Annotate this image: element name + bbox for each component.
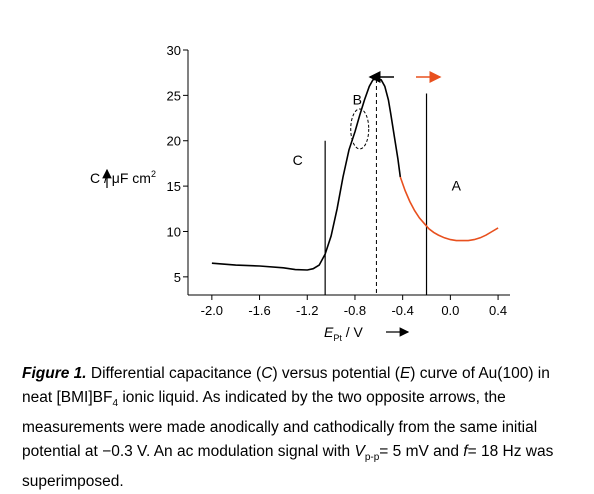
- region-label-b: B: [353, 91, 362, 107]
- region-label-a: A: [452, 178, 462, 194]
- x-axis-title: EPt / V: [324, 324, 410, 343]
- y-tick-label: 5: [174, 270, 181, 285]
- x-tick-label: 0.0: [441, 303, 459, 318]
- cathodic-curve: [211, 78, 402, 271]
- x-tick-label: 0.4: [489, 303, 507, 318]
- x-tick-label: -2.0: [201, 303, 223, 318]
- x-axis-label: EPt / V: [324, 324, 364, 343]
- y-axis-label: C / μF cm2: [90, 169, 156, 186]
- y-tick-label: 15: [167, 179, 181, 194]
- anodic-curve: [399, 176, 499, 242]
- y-tick-label: 20: [167, 134, 181, 149]
- x-tick-label: -0.4: [391, 303, 413, 318]
- y-tick-label: 25: [167, 88, 181, 103]
- highlight-ellipse: [350, 108, 370, 150]
- capacitance-chart: 5 10 15 20 25 30 -2.0 -1.6 -1.2 -0.8 -0.4 0.0 0.4 C B A…: [90, 43, 510, 343]
- x-tick-label: -1.2: [296, 303, 318, 318]
- region-label-c: C: [293, 152, 303, 168]
- figure-label: Figure 1.: [22, 365, 87, 382]
- y-tick-label: 10: [167, 224, 181, 239]
- y-tick-label: 30: [167, 43, 181, 58]
- figure-caption: Figure 1. Differential capacitance (C) v…: [22, 365, 554, 491]
- y-axis-title: C / μF cm2: [90, 168, 156, 188]
- x-tick-label: -1.6: [248, 303, 270, 318]
- x-tick-label: -0.8: [344, 303, 366, 318]
